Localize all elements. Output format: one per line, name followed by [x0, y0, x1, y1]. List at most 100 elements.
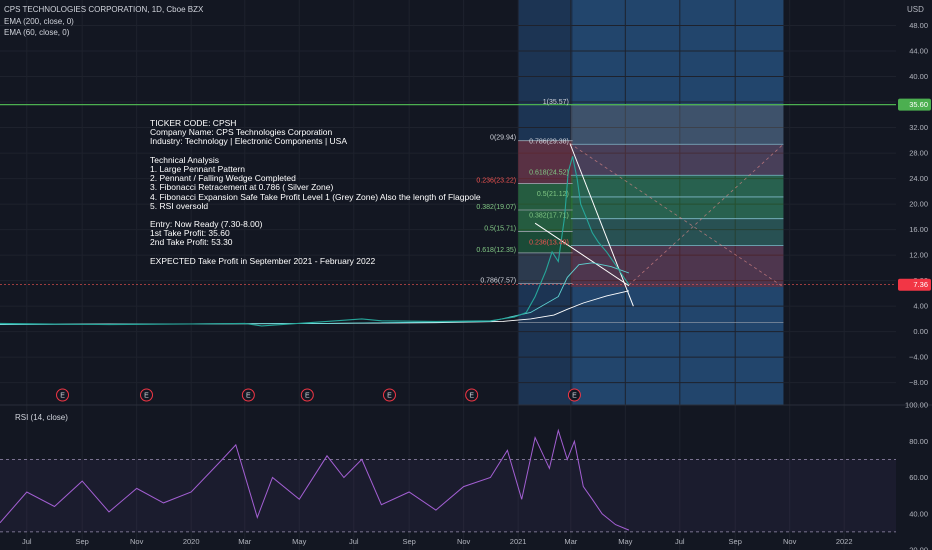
fib-level-label: 0(29.94): [490, 135, 516, 142]
rsi-tick-label: 80.00: [909, 437, 928, 446]
earnings-marker[interactable]: [300, 388, 314, 402]
time-tick-label: Nov: [457, 537, 471, 546]
analysis-annotation[interactable]: TICKER CODE: CPSH Company Name: CPS Techn…: [150, 118, 481, 266]
price-tick-label: 28.00: [909, 149, 928, 158]
fib-retracement-zone: [518, 183, 573, 211]
price-tick-label: 24.00: [909, 174, 928, 183]
annotation-line: Industry: Technology | Electronic Compon…: [150, 136, 348, 147]
take-profit-badge: [898, 98, 931, 111]
rsi-tick-label: 40.00: [909, 509, 928, 518]
rsi-tick-label: 100.00: [905, 401, 928, 410]
time-tick-label: 2022: [836, 537, 853, 546]
fib-expansion-zone: [570, 104, 784, 145]
fib-level-label: 0.236(23.22): [476, 178, 516, 185]
fib-level-label: 1(35.57): [543, 99, 569, 106]
fib-expansion-zone: [570, 218, 784, 246]
fib-level-label: 0.382(19.07): [476, 204, 516, 211]
ema200-legend[interactable]: EMA (200, close, 0): [4, 17, 74, 26]
rsi-line[interactable]: [0, 428, 630, 531]
time-tick-label: Nov: [130, 537, 144, 546]
time-tick-label: Nov: [783, 537, 797, 546]
rsi-tick-label: 60.00: [909, 473, 928, 482]
annotation-line: 5. RSI oversold: [150, 200, 209, 211]
time-tick-label: May: [292, 537, 306, 546]
time-tick-label: May: [618, 537, 632, 546]
price-series-1[interactable]: [0, 262, 630, 326]
earnings-marker[interactable]: [465, 388, 479, 402]
fib-level-label: 0.236(13.49): [529, 240, 569, 247]
rsi-tick-label: 20.00: [909, 546, 928, 550]
fib-expansion-zone: [570, 196, 784, 219]
earnings-marker[interactable]: [567, 388, 581, 402]
earnings-marker[interactable]: [382, 388, 396, 402]
fib-level-label: 0.382(17.71): [529, 213, 569, 220]
time-tick-label: 2020: [183, 537, 200, 546]
time-tick-label: Sep: [402, 537, 415, 546]
earnings-marker-label: E: [144, 393, 149, 400]
price-tick-label: 4.00: [913, 302, 928, 311]
price-series-2[interactable]: [0, 156, 630, 327]
price-tick-label: 0.00: [913, 327, 928, 336]
earnings-marker-label: E: [469, 393, 474, 400]
time-tick-label: Mar: [238, 537, 251, 546]
price-tick-label: 12.00: [909, 251, 928, 260]
symbol-title: CPS TECHNOLOGIES CORPORATION, 1D, Cboe B…: [4, 5, 204, 14]
earnings-marker[interactable]: [140, 388, 154, 402]
rsi-legend[interactable]: RSI (14, close): [15, 413, 68, 422]
fib-level-label: 0.786(29.38): [529, 138, 569, 145]
annotation-line: 1. Large Pennant Pattern: [150, 163, 245, 174]
price-tick-label: 44.00: [909, 47, 928, 56]
fib-retracement-zone: [518, 210, 573, 232]
earnings-marker-label: E: [305, 393, 310, 400]
fib-level-label: 0.5(15.71): [484, 225, 516, 232]
take-profit-badge-label: 35.60: [909, 100, 928, 109]
currency-label: USD: [907, 5, 924, 14]
earnings-marker-label: E: [246, 393, 251, 400]
annotation-line: Company Name: CPS Technologies Corporati…: [150, 127, 333, 138]
fib-retracement-zone: [518, 252, 573, 284]
projection-line: [569, 143, 784, 288]
annotation-line: 2. Pennant / Falling Wedge Completed: [150, 173, 296, 184]
fib-expansion-zone: [570, 144, 784, 176]
time-tick-label: 2021: [510, 537, 527, 546]
annotation-line: 3. Fibonacci Retracement at 0.786 ( Silv…: [150, 182, 334, 193]
fib-level-label: 0.5(21.12): [537, 191, 569, 198]
annotation-line: EXPECTED Take Profit in September 2021 -…: [150, 255, 376, 266]
rsi-band: [0, 459, 896, 532]
time-tick-label: Jul: [675, 537, 685, 546]
fib-expansion-zone: [570, 175, 784, 197]
fib-expansion-zone: [570, 245, 784, 288]
price-tick-label: 32.00: [909, 123, 928, 132]
earnings-marker-label: E: [387, 393, 392, 400]
fib-level-label: 0.618(24.52): [529, 169, 569, 176]
fib-retracement-zone: [518, 231, 573, 253]
price-tick-label: 20.00: [909, 200, 928, 209]
annotation-line: 2nd Take Profit: 53.30: [150, 237, 233, 248]
time-tick-label: Sep: [729, 537, 742, 546]
price-tick-label: 48.00: [909, 21, 928, 30]
ema60-legend[interactable]: EMA (60, close, 0): [4, 28, 70, 37]
wedge-upper-line[interactable]: [569, 143, 634, 307]
annotation-line: Technical Analysis: [150, 154, 219, 165]
earnings-marker-label: E: [572, 393, 577, 400]
annotation-line: 1st Take Profit: 35.60: [150, 228, 230, 239]
current-price-badge-label: 7.36: [913, 280, 928, 289]
price-tick-label: −4.00: [909, 353, 928, 362]
earnings-marker[interactable]: [241, 388, 255, 402]
price-tick-label: 16.00: [909, 225, 928, 234]
price-axis[interactable]: [896, 0, 932, 550]
annotation-line: Entry: Now Ready (7.30-8.00): [150, 219, 263, 230]
price-tick-label: 40.00: [909, 72, 928, 81]
fib-retracement-zone: [518, 140, 573, 184]
time-tick-label: Jul: [349, 537, 359, 546]
projection-line: [628, 143, 784, 286]
time-tick-label: Sep: [76, 537, 89, 546]
time-tick-label: Jul: [22, 537, 32, 546]
wedge-lower-line[interactable]: [534, 222, 630, 287]
annotation-line: TICKER CODE: CPSH: [150, 118, 237, 128]
price-tick-label: −8.00: [909, 378, 928, 387]
fib-level-label: 0.618(12.35): [476, 247, 516, 254]
earnings-marker[interactable]: [56, 388, 70, 402]
earnings-marker-label: E: [60, 393, 65, 400]
